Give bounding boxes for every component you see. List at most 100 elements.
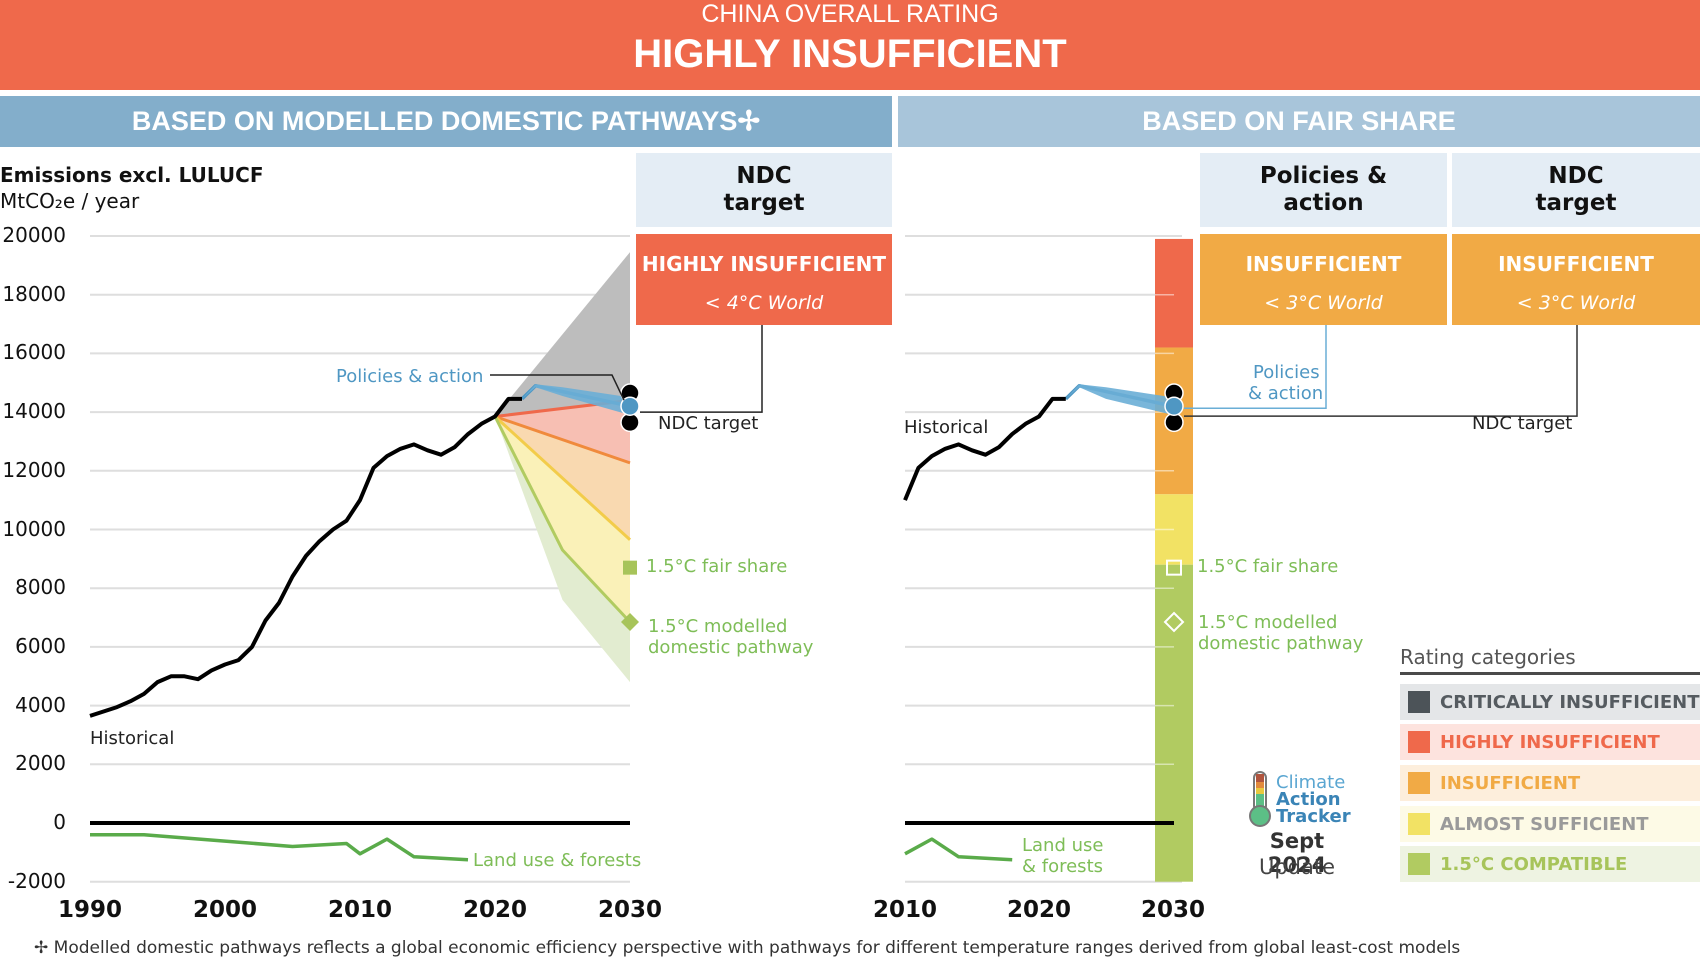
boundary-line-insufficient	[494, 415, 631, 465]
legend-swatch	[1408, 853, 1430, 875]
y-tick-label: 12000	[2, 457, 66, 482]
legend-swatch	[1408, 772, 1430, 794]
legend-label: INSUFFICIENT	[1440, 773, 1581, 794]
y-axis-title: Emissions excl. LULUCF	[0, 163, 264, 187]
legend-swatch	[1408, 731, 1430, 753]
gridlines	[90, 235, 1182, 883]
legend-label: HIGHLY INSUFFICIENT	[1440, 732, 1660, 753]
band-modelled-pathways: BASED ON MODELLED DOMESTIC PATHWAYS✢	[0, 96, 892, 147]
x-tick-label-left: 2020	[462, 897, 527, 923]
y-tick-label: 0	[53, 810, 66, 834]
annotation-fair-share-right: 1.5°C fair share	[1197, 556, 1339, 577]
x-tick-label-right: 2020	[1006, 897, 1071, 923]
annotation-modelled-right-1: 1.5°C modelled	[1198, 612, 1338, 633]
annotation-ndc-right: NDC target	[1472, 413, 1573, 434]
policies-leader-right	[1184, 325, 1327, 409]
legend-item-almost-sufficient: ALMOST SUFFICIENT	[1400, 806, 1700, 842]
y-tick-label: 16000	[2, 340, 66, 365]
x-tick-label-left: 1990	[57, 897, 122, 923]
thermometer-icon	[1249, 771, 1271, 827]
overall-rating-banner: CHINA OVERALL RATING HIGHLY INSUFFICIENT	[0, 0, 1700, 90]
annotation-policies-left: Policies & action	[336, 366, 484, 387]
rating-box-policies: INSUFFICIENT < 3°C World	[1200, 234, 1447, 325]
policies-line-right-range	[1065, 384, 1173, 415]
rating-label: HIGHLY INSUFFICIENT	[641, 252, 887, 276]
logo-line-tracker: Tracker	[1276, 806, 1351, 827]
column-header-policies-label: Policies & action	[1259, 163, 1388, 216]
y-tick-label: 18000	[2, 281, 66, 306]
band-almost-sufficient	[495, 416, 630, 622]
modelled-pathway-marker-right	[1163, 611, 1185, 633]
fair-share-marker-left	[623, 560, 637, 575]
legend-swatch	[1408, 691, 1430, 713]
policies-marker-left	[620, 396, 640, 416]
historical-line-left	[89, 396, 522, 718]
historical-line-right	[903, 396, 1066, 501]
connectors	[490, 325, 1578, 417]
annotation-ndc-left: NDC target	[658, 413, 759, 434]
band-fair-share: BASED ON FAIR SHARE	[898, 96, 1700, 147]
ndc-leader-right	[1184, 325, 1578, 417]
legend-item-highly-insufficient: HIGHLY INSUFFICIENT	[1400, 724, 1700, 760]
legend-item-1-5c-compatible: 1.5°C COMPATIBLE	[1400, 846, 1700, 882]
modelled-pathway-marker-left	[621, 613, 639, 631]
logo-line-climate: Climate	[1276, 772, 1346, 793]
x-tick-label-left: 2010	[327, 897, 392, 923]
rating-bar-segment	[1155, 238, 1193, 348]
y-tick-label: 8000	[15, 575, 66, 600]
rating-box-left-ndc: HIGHLY INSUFFICIENT < 4°C World	[636, 234, 892, 325]
rating-label: INSUFFICIENT	[1498, 252, 1654, 276]
x-tick-label-left: 2000	[192, 897, 257, 923]
series-lines	[89, 383, 1174, 862]
boundary-line-almost-sufficient	[493, 415, 632, 541]
annotation-modelled-left-1: 1.5°C modelled	[648, 616, 788, 637]
band-highly-insufficient	[495, 400, 630, 463]
policies-line-left-range	[522, 384, 630, 415]
ndc-leader-left	[640, 325, 763, 413]
annotation-policies-right-2: & action	[1248, 383, 1324, 404]
legend-item-critically-insufficient: CRITICALLY INSUFFICIENT	[1400, 684, 1700, 720]
rating-world: < 4°C World	[704, 292, 824, 314]
x-tick-label-right: 2010	[872, 897, 937, 923]
y-tick-label: 2000	[15, 751, 66, 776]
y-tick-label: 20000	[2, 223, 66, 247]
rating-box-right-ndc: INSUFFICIENT < 3°C World	[1452, 234, 1700, 325]
column-header-left-ndc-label: NDC target	[723, 163, 805, 216]
annotation-fair-share-left: 1.5°C fair share	[646, 556, 788, 577]
y-tick-label: -2000	[7, 868, 66, 893]
y-tick-label: 6000	[15, 633, 66, 658]
rating-world: < 3°C World	[1516, 292, 1636, 314]
climate-action-tracker-logo: Climate Action Tracker Sept 2024 Update	[1242, 770, 1382, 890]
legend-label: 1.5°C COMPATIBLE	[1440, 854, 1628, 875]
footnote: ✢ Modelled domestic pathways reflects a …	[34, 938, 1461, 958]
column-header-policies: Policies & action	[1200, 153, 1447, 227]
annotation-landuse-left: Land use & forests	[473, 850, 642, 871]
logo-line-action: Action	[1276, 789, 1341, 810]
legend-swatch	[1408, 813, 1430, 835]
policies-marker-right	[1164, 396, 1184, 416]
y-tick-label: 10000	[2, 516, 66, 541]
boundary-line-1-5c	[493, 415, 632, 624]
overall-rating-subtitle: CHINA OVERALL RATING	[701, 0, 999, 28]
legend-label: ALMOST SUFFICIENT	[1440, 814, 1649, 835]
x-tick-label-left: 2030	[597, 897, 662, 923]
legend-item-insufficient: INSUFFICIENT	[1400, 765, 1700, 801]
rating-bar-segment	[1155, 564, 1193, 882]
annotation-historical-right: Historical	[904, 417, 989, 438]
landuse-line-right	[904, 837, 1013, 862]
annotation-policies-right-1: Policies	[1253, 362, 1320, 383]
annotation-landuse-right-1: Land use	[1022, 835, 1104, 856]
policies-leader-left	[490, 374, 625, 401]
legend-divider	[1400, 672, 1700, 675]
column-header-right-ndc: NDC target	[1452, 153, 1700, 227]
legend-label: CRITICALLY INSUFFICIENT	[1440, 692, 1700, 713]
y-axis-unit: MtCO₂e / year	[0, 189, 140, 213]
update-date: Sept 2024	[1267, 829, 1327, 877]
column-header-right-ndc-label: NDC target	[1535, 163, 1617, 216]
annotation-modelled-right-2: domestic pathway	[1198, 633, 1364, 654]
pathway-bands	[493, 238, 1193, 882]
legend-title: Rating categories	[1400, 645, 1576, 669]
band-1-5c-compatible	[495, 416, 630, 683]
y-tick-label: 4000	[15, 692, 66, 717]
x-tick-label-right: 2030	[1140, 897, 1205, 923]
